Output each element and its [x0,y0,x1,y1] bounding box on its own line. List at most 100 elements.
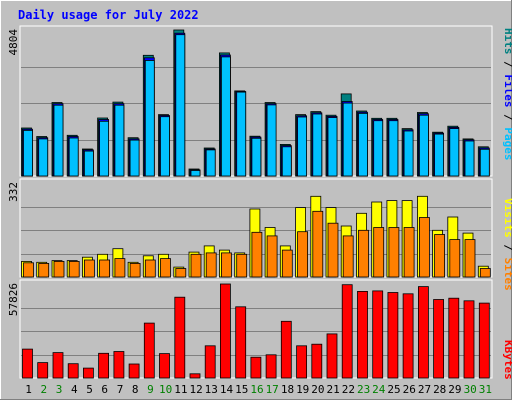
pages-bar-day-14 [220,56,231,177]
sites-bar-day-18 [281,249,293,278]
legend-hits: Hits [502,28,512,55]
hits-panel-max-label: 4804 [7,29,20,56]
kbytes-bar-day-26 [402,293,414,379]
pages-bar-day-8 [129,139,140,177]
kbytes-bar-day-22 [341,284,353,379]
kbytes-bar-day-18 [280,320,292,379]
pages-bar-day-20 [312,113,323,177]
x-tick-label-day-25: 25 [387,383,400,396]
x-tick-label-day-10: 10 [159,383,172,396]
x-tick-label-day-22: 22 [342,383,355,396]
pages-bar-day-13 [205,149,216,177]
pages-bar-day-11 [175,34,186,177]
x-tick-label-day-4: 4 [71,383,78,396]
x-tick-label-day-2: 2 [40,383,47,396]
kbytes-bar-day-5 [83,367,94,379]
kbytes-bar-day-16 [250,356,262,379]
sites-bar-day-25 [388,227,400,278]
sites-bar-day-3 [53,260,65,278]
sites-bar-day-30 [464,239,476,278]
kbytes-bar-day-23 [357,290,368,379]
pages-bar-day-6 [99,120,109,177]
pages-bar-day-27 [418,114,429,177]
x-tick-label-day-19: 19 [296,383,309,396]
sites-bar-day-10 [160,258,171,278]
kbytes-bar-day-28 [433,299,445,379]
x-tick-label-day-3: 3 [56,383,63,396]
x-tick-label-day-26: 26 [403,383,416,396]
pages-bar-day-21 [327,117,338,177]
kbytes-bar-day-7 [113,351,125,379]
legend-kbytes-group: KBytes [502,340,512,380]
legend-separator: / [502,238,512,258]
pages-bar-day-24 [373,120,384,177]
sites-bar-day-11 [175,268,187,278]
chart-marks [21,29,491,379]
kbytes-bar-day-31 [478,302,490,379]
x-tick-label-day-11: 11 [174,383,187,396]
kbytes-bar-day-3 [52,352,64,379]
sites-bar-day-19 [297,231,309,278]
sites-bar-day-24 [373,227,385,278]
sites-bar-day-28 [434,234,446,278]
legend-pages: Pages [502,127,512,160]
pages-bar-day-10 [160,116,170,177]
pages-bar-day-17 [266,104,277,177]
x-tick-label-day-9: 9 [147,383,154,396]
x-tick-label-day-24: 24 [372,383,386,396]
kbytes-bar-day-1 [22,348,33,379]
kbytes-bar-day-21 [326,333,338,379]
kbytes-bar-day-29 [448,297,460,379]
kbytes-bar-day-15 [235,306,247,379]
kbytes-bar-day-30 [463,300,475,379]
x-tick-label-day-17: 17 [266,383,279,396]
legend-files: Files [502,74,512,107]
pages-bar-day-3 [53,104,64,177]
sites-bar-day-6 [99,259,110,278]
pages-bar-day-4 [68,137,79,177]
pages-bar-day-26 [403,130,414,177]
pages-bar-day-16 [251,137,262,177]
x-tick-label-day-1: 1 [25,383,32,396]
chart-title: Daily usage for July 2022 [18,8,199,22]
x-tick-label-day-14: 14 [220,383,234,396]
x-tick-label-day-16: 16 [250,383,263,396]
sites-bar-day-13 [205,252,217,278]
legend-visits: Visits [502,198,512,238]
x-tick-label-day-8: 8 [132,383,139,396]
sites-bar-day-2 [38,262,50,278]
kbytes-bar-day-6 [98,352,109,379]
pages-bar-day-2 [38,138,49,177]
kbytes-bar-day-4 [67,363,79,379]
kbytes-bar-day-25 [387,292,399,379]
pages-bar-day-18 [281,146,292,177]
x-tick-label-day-12: 12 [189,383,202,396]
sites-bar-day-14 [220,252,232,278]
kbytes-bar-day-9 [143,322,155,379]
kbytes-bar-day-27 [417,286,429,379]
x-tick-label-day-28: 28 [433,383,446,396]
legend-sites: Sites [502,258,512,291]
kbytes-bar-day-19 [296,345,308,379]
kbytes-bar-day-17 [265,354,277,379]
x-tick-label-day-15: 15 [235,383,248,396]
sites-bar-day-8 [129,262,141,278]
sites-bar-day-22 [342,235,354,278]
sites-bar-day-1 [23,262,34,278]
pages-bar-day-1 [23,129,33,177]
x-axis-labels: 1 2 3 4 5 6 7 8 9 10 11 12 13 14 15 16 17 18 19 20 21 22 23 24 2… [25,383,492,396]
kbytes-bar-day-10 [159,353,170,379]
legend-kbytes: KBytes [502,340,512,380]
sites-bar-day-5 [84,259,95,278]
x-tick-label-day-13: 13 [205,383,218,396]
sites-bar-day-4 [68,260,80,278]
legend-visits-sites: Visits / Sites [502,198,512,291]
kbytes-bar-day-13 [204,345,216,379]
pages-bar-day-23 [358,113,368,177]
kbytes-bar-day-11 [174,296,186,379]
sites-bar-day-21 [327,222,339,278]
pages-bar-day-5 [84,150,94,177]
sites-bar-day-7 [114,258,126,278]
x-tick-label-day-18: 18 [281,383,294,396]
